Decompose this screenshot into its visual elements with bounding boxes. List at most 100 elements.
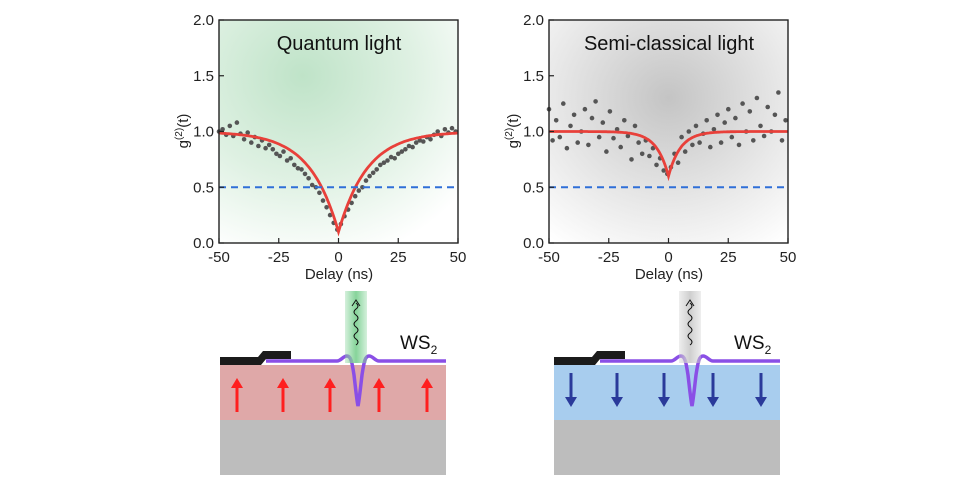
data-point	[410, 144, 415, 150]
data-point	[449, 125, 455, 131]
data-point	[682, 149, 688, 154]
data-point	[381, 160, 387, 165]
data-point	[715, 112, 720, 118]
x-tick-label: -50	[208, 249, 230, 266]
data-point	[686, 129, 692, 134]
bottom-substrate	[554, 420, 780, 475]
x-tick-label: 50	[450, 249, 467, 266]
y-axis-title-suffix: (t)	[175, 114, 192, 128]
polarization-arrow-head-icon	[611, 397, 623, 407]
data-point	[352, 193, 358, 199]
data-point	[306, 176, 311, 181]
data-point	[227, 123, 233, 129]
y-tick-label: 1.5	[523, 68, 544, 85]
material-label: WS2	[400, 333, 438, 357]
data-point	[650, 145, 656, 151]
data-point	[661, 168, 666, 173]
data-point	[403, 147, 408, 152]
data-point	[765, 104, 770, 110]
data-point	[571, 112, 577, 118]
data-point	[647, 153, 652, 159]
y-tick-label: 1.0	[193, 124, 214, 141]
polarization-arrow-head-icon	[277, 378, 289, 388]
data-point	[295, 166, 301, 171]
x-tick-label: 0	[334, 249, 342, 266]
data-point	[761, 133, 767, 139]
data-point	[740, 101, 745, 106]
data-point	[586, 142, 591, 148]
x-tick-label: -25	[268, 249, 290, 266]
data-point	[292, 162, 297, 168]
data-point	[729, 134, 735, 140]
y-axis-title-main: g	[505, 140, 522, 148]
data-point	[327, 212, 333, 218]
data-point	[704, 118, 709, 123]
x-tick-label: -25	[598, 249, 620, 266]
data-point	[776, 90, 781, 95]
y-axis-title: g(2)(t)	[504, 114, 522, 149]
ferroelectric-layer	[220, 365, 446, 420]
data-point	[779, 138, 785, 143]
data-point	[349, 200, 354, 206]
data-point	[406, 143, 412, 149]
data-point	[747, 109, 753, 114]
data-point	[561, 101, 566, 106]
fit-curve	[219, 131, 458, 237]
data-point	[553, 118, 559, 123]
data-point	[593, 99, 598, 104]
fit-curve	[549, 130, 788, 182]
polarization-arrow-head-icon	[707, 397, 719, 407]
data-point	[575, 140, 580, 145]
data-point	[604, 149, 609, 154]
photon-arrowhead-icon	[685, 299, 695, 307]
data-point	[245, 130, 250, 135]
data-point	[726, 106, 731, 112]
polarization-arrow-head-icon	[755, 397, 767, 407]
polarization-arrow-head-icon	[421, 378, 433, 388]
material-label-main: WS	[734, 333, 765, 354]
x-tick-label: 0	[664, 249, 672, 266]
material-label-sub: 2	[431, 343, 438, 357]
data-point	[413, 140, 419, 145]
electrode-contact	[220, 351, 291, 365]
data-point	[270, 147, 276, 152]
data-point	[751, 138, 756, 143]
data-point	[679, 134, 684, 140]
polarization-arrow-head-icon	[565, 397, 577, 407]
x-tick-label: 25	[390, 249, 407, 266]
data-point	[589, 115, 595, 121]
y-tick-label: 2.0	[193, 12, 214, 29]
data-point	[288, 156, 294, 161]
data-point	[274, 151, 279, 157]
data-point	[557, 134, 563, 140]
data-point	[388, 154, 394, 160]
y-tick-label: 0.5	[523, 179, 544, 196]
data-point	[370, 170, 376, 176]
y-axis-title: g(2)(t)	[174, 114, 192, 149]
data-point	[722, 120, 727, 125]
y-axis-title-main: g	[175, 140, 192, 148]
photon-wave-icon	[687, 302, 693, 346]
y-axis-title-suffix: (t)	[505, 114, 522, 128]
x-tick-label: 50	[780, 249, 797, 266]
data-point	[596, 134, 602, 140]
data-point	[625, 133, 631, 139]
electrode-contact	[554, 351, 625, 365]
semi-classical-light-chart: -50 -25 0 25 50 0.0 0.5 1.0 1.5 2.0 Semi-classica…	[504, 12, 796, 283]
data-point	[568, 123, 573, 129]
y-tick-label: 1.5	[193, 68, 214, 85]
x-tick-label: 25	[720, 249, 737, 266]
polarization-arrow-head-icon	[231, 378, 243, 388]
data-point	[614, 127, 620, 132]
data-point	[417, 138, 423, 143]
data-point	[256, 143, 261, 149]
data-point	[718, 140, 724, 145]
data-point	[309, 182, 315, 188]
data-point	[654, 162, 659, 168]
chart-marks	[546, 90, 788, 189]
material-label-main: WS	[400, 333, 431, 354]
data-point	[622, 118, 627, 123]
data-point	[772, 112, 778, 118]
quantum-light-chart: -50 -25 0 25 50 0.0 0.5 1.0 1.5 2.0 Quantum light…	[174, 12, 466, 283]
